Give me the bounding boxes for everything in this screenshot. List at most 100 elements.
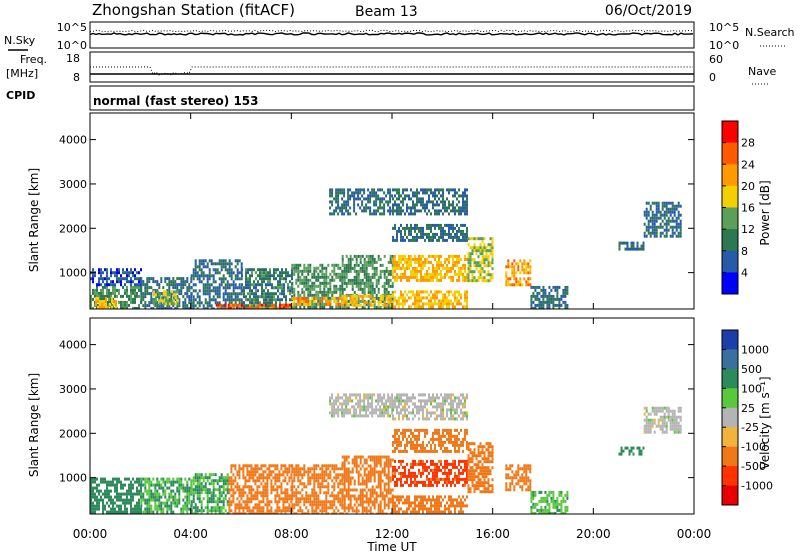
heatmap-cell <box>90 303 92 307</box>
heatmap-cell <box>566 285 569 289</box>
heatmap-cell <box>190 512 193 514</box>
heatmap-cell <box>234 283 237 287</box>
heatmap-cell <box>509 283 512 287</box>
heatmap-cell <box>323 485 326 489</box>
heatmap-cell <box>126 501 128 505</box>
heatmap-cell <box>249 286 251 290</box>
heatmap-cell <box>341 209 344 213</box>
heatmap-cell <box>347 485 350 489</box>
heatmap-cell <box>377 296 380 300</box>
heatmap-cell <box>299 305 302 309</box>
heatmap-cell <box>392 260 394 264</box>
heatmap-cell <box>375 491 378 495</box>
heatmap-cell <box>367 305 370 309</box>
heatmap-cell <box>630 244 633 248</box>
heatmap-cell <box>138 283 140 287</box>
heatmap-cell <box>112 510 114 514</box>
heatmap-cell <box>204 292 207 296</box>
heatmap-cell <box>299 479 302 483</box>
heatmap-cell <box>462 200 464 204</box>
heatmap-cell <box>357 405 360 409</box>
heatmap-cell <box>365 284 368 288</box>
heatmap-cell <box>442 232 444 236</box>
heatmap-cell <box>188 492 191 496</box>
heatmap-cell <box>164 290 167 294</box>
heatmap-cell <box>420 232 422 236</box>
heatmap-cell <box>94 507 96 511</box>
heatmap-cell <box>464 263 466 267</box>
heatmap-cell <box>140 268 142 272</box>
heatmap-cell <box>313 473 316 477</box>
heatmap-cell <box>410 223 412 227</box>
heatmap-cell <box>124 288 126 292</box>
heatmap-cell <box>343 411 346 415</box>
heatmap-cell <box>285 268 287 272</box>
heatmap-cell <box>156 504 159 508</box>
heatmap-cell <box>267 307 269 309</box>
heatmap-cell <box>152 307 155 309</box>
heatmap-cell <box>160 277 163 281</box>
heatmap-cell <box>216 482 219 486</box>
heatmap-cell <box>434 223 436 227</box>
heatmap-cell <box>218 506 221 510</box>
heatmap-cell <box>406 235 408 239</box>
heatmap-cell <box>230 482 233 486</box>
heatmap-cell <box>389 191 392 195</box>
heatmap-cell <box>311 473 314 477</box>
heatmap-cell <box>240 488 243 492</box>
heatmap-cell <box>438 197 440 201</box>
heatmap-cell <box>245 280 247 284</box>
heatmap-cell <box>335 296 338 300</box>
heatmap-cell <box>140 477 143 481</box>
heatmap-cell <box>383 293 386 297</box>
heatmap-cell <box>194 512 197 514</box>
heatmap-cell <box>270 473 273 477</box>
heatmap-cell <box>196 512 199 514</box>
heatmap-cell <box>234 503 237 507</box>
heatmap-cell <box>636 247 639 251</box>
heatmap-cell <box>663 210 666 214</box>
heatmap-cell <box>363 405 366 409</box>
heatmap-cell <box>454 293 456 297</box>
heatmap-cell <box>436 232 438 236</box>
heatmap-cell <box>110 280 112 284</box>
heatmap-cell <box>369 491 372 495</box>
heatmap-cell <box>327 464 330 468</box>
heatmap-cell <box>220 262 223 266</box>
heatmap-cell <box>327 281 330 285</box>
heatmap-cell <box>138 507 140 511</box>
heatmap-cell <box>469 267 472 271</box>
heatmap-cell <box>224 292 227 296</box>
heatmap-cell <box>466 257 468 261</box>
heatmap-cell <box>375 191 378 195</box>
heatmap-cell <box>295 512 298 514</box>
heatmap-cell <box>214 488 217 492</box>
heatmap-cell <box>428 223 430 227</box>
heatmap-cell <box>230 262 233 266</box>
heatmap-cell <box>383 206 386 210</box>
heatmap-cell <box>345 470 348 474</box>
heatmap-cell <box>130 291 132 295</box>
heatmap-cell <box>305 281 308 285</box>
heatmap-cell <box>438 203 440 207</box>
heatmap-cell <box>564 300 567 304</box>
heatmap-cell <box>99 303 101 306</box>
heatmap-cell <box>337 414 340 418</box>
heatmap-cell <box>416 257 418 261</box>
heatmap-cell <box>297 278 300 282</box>
heatmap-cell <box>148 304 151 308</box>
heatmap-cell <box>236 277 239 281</box>
heatmap-cell <box>200 506 203 510</box>
heatmap-cell <box>420 226 422 230</box>
heatmap-cell <box>529 265 532 269</box>
heatmap-cell <box>144 289 147 293</box>
heatmap-cell <box>438 238 440 242</box>
heatmap-cell <box>204 274 207 278</box>
heatmap-cell <box>94 486 96 490</box>
heatmap-cell <box>642 247 645 251</box>
heatmap-cell <box>309 482 312 486</box>
heatmap-cell <box>200 500 203 504</box>
heatmap-cell <box>214 271 217 275</box>
heatmap-cell <box>473 276 476 280</box>
heatmap-cell <box>351 284 354 288</box>
